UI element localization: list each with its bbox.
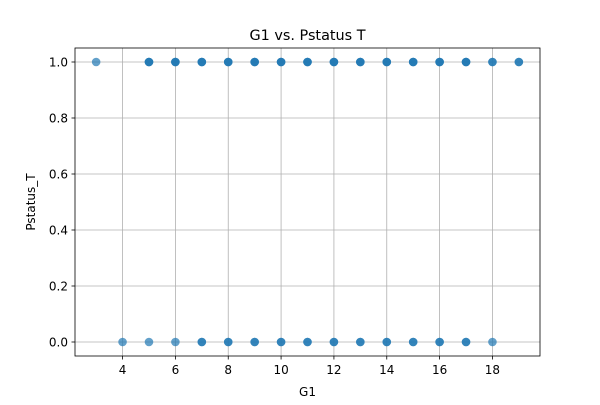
plot-frame (74, 47, 541, 357)
x-tick-label: 14 (379, 363, 394, 377)
data-point (250, 337, 259, 347)
data-point (435, 57, 444, 67)
data-point (408, 337, 418, 347)
data-point (144, 337, 154, 347)
data-point (329, 57, 339, 67)
data-point (514, 57, 524, 67)
y-axis-label: Pstatus_T (24, 173, 38, 231)
axis-ticks: 4 6 8 10 12 14 16 18 0.0 0.2 0.4 0.6 0.8 1.0 (49, 55, 500, 377)
y-tick-label: 0.2 (49, 279, 68, 293)
y-tick-label: 0.6 (49, 167, 68, 181)
data-point (303, 57, 312, 67)
data-point (223, 57, 233, 67)
x-tick-label: 8 (224, 363, 232, 377)
data-point (197, 57, 207, 67)
data-point (329, 337, 339, 347)
y-tick-label: 0.8 (49, 111, 68, 125)
y-tick-label: 0.4 (49, 223, 68, 237)
data-point (91, 57, 101, 67)
data-point (303, 337, 312, 347)
x-tick-label: 16 (432, 363, 447, 377)
x-axis-label: G1 (299, 385, 316, 399)
data-point (488, 337, 497, 347)
data-point (356, 337, 365, 347)
data-point (250, 57, 259, 67)
y-tick-label: 1.0 (49, 55, 68, 69)
data-point (408, 57, 418, 67)
grid-lines (75, 48, 540, 356)
x-tick-label: 6 (172, 363, 180, 377)
x-tick-label: 4 (119, 363, 127, 377)
data-point (356, 57, 365, 67)
chart-title: G1 vs. Pstatus T (249, 28, 365, 44)
data-point (171, 337, 180, 347)
data-point (382, 337, 392, 347)
data-point (118, 337, 127, 347)
data-point (223, 337, 233, 347)
data-point (488, 57, 497, 67)
data-point (435, 337, 444, 347)
data-point (461, 337, 471, 347)
data-points (91, 57, 524, 347)
x-tick-label: 18 (485, 363, 500, 377)
data-point (197, 337, 207, 347)
x-tick-label: 12 (326, 363, 341, 377)
data-point (144, 57, 154, 67)
data-point (382, 57, 392, 67)
x-tick-label: 10 (273, 363, 288, 377)
data-point (276, 57, 286, 67)
data-point (276, 337, 286, 347)
data-point (461, 57, 471, 67)
data-point (171, 57, 180, 67)
y-tick-label: 0.0 (49, 335, 68, 349)
